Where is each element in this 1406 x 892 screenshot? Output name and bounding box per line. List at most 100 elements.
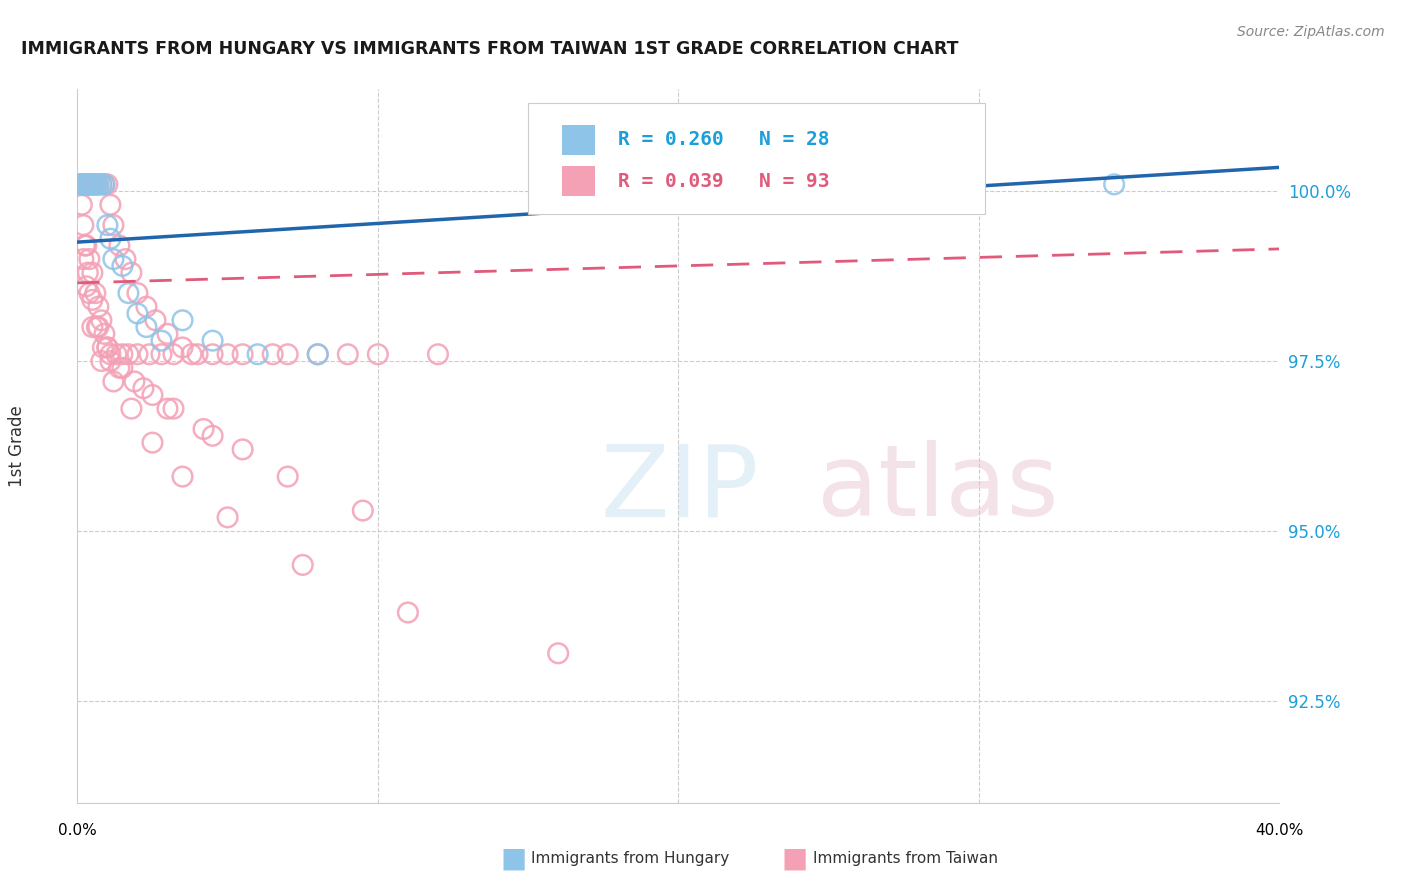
Point: [120, 266, 142, 280]
Point: [72, 252, 94, 266]
Point: [291, 558, 314, 572]
Point: [100, 232, 122, 246]
Point: [100, 347, 122, 361]
Point: [79, 252, 101, 266]
Point: [141, 388, 163, 402]
Point: [427, 347, 450, 361]
Point: [127, 347, 149, 361]
Point: [86, 178, 108, 192]
Point: [100, 198, 122, 212]
Point: [76, 178, 98, 192]
Text: Source: ZipAtlas.com: Source: ZipAtlas.com: [1237, 25, 1385, 39]
Point: [79, 178, 101, 192]
Point: [84, 178, 107, 192]
Point: [117, 286, 139, 301]
Point: [135, 300, 157, 314]
Point: [103, 375, 125, 389]
Point: [84, 178, 107, 192]
Point: [72, 178, 94, 192]
Point: [127, 286, 149, 301]
Bar: [562, 166, 596, 196]
Point: [82, 293, 104, 307]
Point: [75, 178, 97, 192]
Point: [90, 178, 112, 192]
Point: [72, 178, 94, 192]
Point: [70, 178, 93, 192]
Point: [307, 347, 329, 361]
Point: [75, 238, 97, 252]
Point: [96, 178, 118, 192]
Text: 0.0%: 0.0%: [58, 823, 97, 838]
Text: Immigrants from Hungary: Immigrants from Hungary: [531, 851, 730, 865]
Point: [72, 218, 94, 232]
Point: [87, 300, 110, 314]
Point: [277, 469, 299, 483]
Point: [96, 218, 118, 232]
Point: [111, 360, 134, 375]
Point: [73, 178, 96, 192]
Point: [156, 326, 179, 341]
Text: ■: ■: [782, 844, 807, 872]
Point: [277, 347, 299, 361]
Point: [111, 347, 134, 361]
Point: [76, 178, 98, 192]
Point: [83, 178, 105, 192]
Point: [70, 178, 93, 192]
Point: [82, 178, 104, 192]
Point: [217, 347, 239, 361]
Point: [82, 178, 104, 192]
Point: [201, 347, 224, 361]
Bar: [562, 125, 596, 155]
Point: [103, 218, 125, 232]
Point: [91, 341, 114, 355]
Point: [80, 178, 103, 192]
Point: [172, 469, 194, 483]
Point: [180, 347, 202, 361]
Text: ■: ■: [501, 844, 526, 872]
Point: [77, 178, 100, 192]
FancyBboxPatch shape: [529, 103, 986, 214]
Text: ZIP: ZIP: [600, 441, 759, 537]
Point: [73, 238, 96, 252]
Point: [232, 347, 254, 361]
Point: [73, 178, 96, 192]
Point: [117, 347, 139, 361]
Text: R = 0.039   N = 93: R = 0.039 N = 93: [619, 172, 830, 191]
Point: [84, 286, 107, 301]
Point: [79, 178, 101, 192]
Point: [114, 252, 136, 266]
Point: [217, 510, 239, 524]
Point: [108, 238, 131, 252]
Point: [90, 354, 112, 368]
Point: [150, 334, 173, 348]
Point: [201, 429, 224, 443]
Point: [187, 347, 209, 361]
Point: [172, 313, 194, 327]
Point: [156, 401, 179, 416]
Point: [90, 178, 112, 192]
Point: [86, 320, 108, 334]
Point: [82, 266, 104, 280]
Point: [75, 178, 97, 192]
Point: [96, 341, 118, 355]
Point: [73, 178, 96, 192]
Point: [76, 266, 98, 280]
Point: [336, 347, 359, 361]
Point: [87, 320, 110, 334]
Point: [262, 347, 284, 361]
Point: [396, 606, 419, 620]
Point: [120, 401, 142, 416]
Text: atlas: atlas: [817, 441, 1059, 537]
Point: [69, 178, 91, 192]
Point: [132, 381, 155, 395]
Point: [367, 347, 389, 361]
Point: [1102, 178, 1125, 192]
Point: [124, 375, 146, 389]
Point: [82, 320, 104, 334]
Point: [70, 198, 93, 212]
Point: [108, 360, 131, 375]
Point: [150, 347, 173, 361]
Point: [162, 347, 184, 361]
Point: [246, 347, 269, 361]
Point: [87, 178, 110, 192]
